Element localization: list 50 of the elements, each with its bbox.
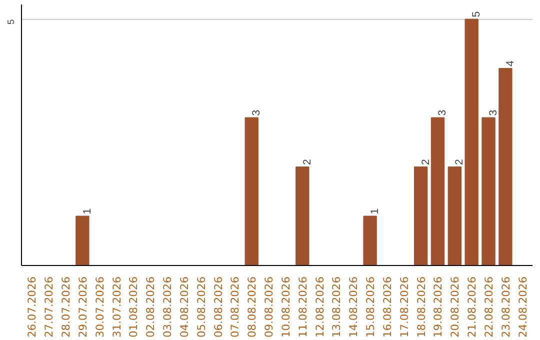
x-tick-label: 16.08.2026	[380, 276, 394, 338]
bar	[482, 117, 496, 266]
bar	[430, 117, 445, 266]
data-label: 1	[81, 208, 94, 214]
bar	[448, 166, 462, 266]
data-label: 5	[470, 11, 483, 18]
bar	[498, 68, 512, 266]
x-tick-label: 26.07.2026	[26, 276, 39, 338]
x-tick-label: 12.08.2026	[313, 276, 326, 338]
x-tick-label: 30.07.2026	[93, 276, 106, 338]
data-label: 2	[301, 159, 314, 166]
x-tick-label: 28.07.2026	[59, 276, 72, 338]
data-label: 4	[504, 60, 516, 67]
x-tick-label: 23.08.2026	[499, 276, 512, 338]
x-tick-label: 10.08.2026	[279, 276, 292, 338]
x-tick-label: 15.08.2026	[364, 276, 378, 338]
x-tick-label: 13.08.2026	[330, 276, 344, 338]
data-label: 2	[420, 159, 432, 166]
x-tick-label: 11.08.2026	[296, 276, 310, 338]
x-tick-label: 20.08.2026	[448, 276, 462, 338]
x-tick-label: 08.08.2026	[246, 276, 259, 338]
x-tick-label: 09.08.2026	[262, 276, 276, 338]
x-tick-label: 24.08.2026	[516, 276, 530, 338]
x-tick-label: 31.07.2026	[110, 276, 124, 338]
x-tick-label: 14.08.2026	[347, 276, 360, 338]
x-tick-label: 07.08.2026	[228, 276, 242, 338]
data-label: 3	[436, 110, 449, 116]
bar	[414, 166, 428, 266]
x-tick-label: 03.08.2026	[161, 276, 174, 338]
bar	[464, 18, 478, 266]
data-label: 1	[369, 208, 382, 214]
x-tick-label: 01.08.2026	[127, 276, 140, 338]
x-tick-label: 02.08.2026	[144, 276, 158, 338]
x-tick-label: 19.08.2026	[432, 276, 445, 338]
data-label: 3	[488, 110, 500, 116]
bar	[76, 216, 90, 266]
x-tick-label: 29.07.2026	[76, 276, 90, 338]
bar	[296, 166, 310, 266]
x-tick-label: 18.08.2026	[414, 276, 428, 338]
x-tick-label: 17.08.2026	[398, 276, 411, 338]
data-label: 3	[250, 110, 263, 116]
x-tick-label: 21.08.2026	[466, 276, 479, 338]
x-tick-label: 04.08.2026	[178, 276, 191, 338]
data-label: 2	[454, 159, 466, 166]
bar	[244, 117, 258, 266]
x-tick-label: 27.07.2026	[42, 276, 56, 338]
x-tick-label: 06.08.2026	[212, 276, 225, 338]
x-tick-label: 05.08.2026	[194, 276, 208, 338]
bar	[363, 216, 377, 266]
x-tick-label: 22.08.2026	[482, 276, 496, 338]
